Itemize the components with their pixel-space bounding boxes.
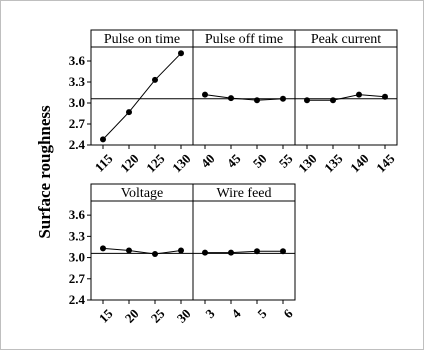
data-point — [254, 97, 260, 104]
series-line — [102, 52, 182, 140]
series-line — [307, 94, 386, 101]
data-point — [152, 76, 158, 83]
x-tick-label: 130 — [169, 151, 193, 175]
panel-title: Pulse on time — [104, 32, 180, 47]
y-tick-label: 3.0 — [69, 95, 85, 110]
x-tick-label: 130 — [295, 151, 319, 175]
series-line — [204, 94, 284, 101]
y-tick-label: 3.3 — [69, 74, 86, 89]
x-tick-label: 115 — [92, 151, 116, 175]
x-tick-label: 15 — [96, 306, 116, 326]
data-point — [280, 248, 286, 255]
y-tick-label: 3.3 — [69, 228, 86, 243]
y-axis-label: Surface roughness — [35, 105, 54, 239]
panel-title: Pulse off time — [205, 32, 283, 47]
x-tick-label: 145 — [373, 151, 398, 176]
y-tick-label: 3.0 — [69, 250, 85, 265]
x-tick-label: 135 — [321, 151, 346, 176]
x-tick-label: 45 — [224, 151, 244, 171]
data-point — [202, 249, 208, 256]
y-tick-label: 2.4 — [69, 137, 86, 152]
data-point — [202, 91, 208, 98]
data-point — [356, 91, 362, 98]
data-point — [382, 93, 388, 100]
y-tick-label: 3.6 — [69, 53, 86, 68]
panel-title: Wire feed — [216, 186, 271, 201]
x-tick-label: 25 — [148, 306, 168, 326]
x-tick-label: 125 — [143, 151, 168, 176]
data-point — [228, 95, 234, 102]
x-tick-label: 120 — [117, 151, 141, 175]
series-line — [102, 247, 182, 255]
data-point — [304, 97, 310, 104]
x-tick-label: 4 — [228, 306, 244, 322]
data-point — [228, 249, 234, 256]
y-tick-label: 3.6 — [69, 207, 86, 222]
panel-frame — [294, 29, 398, 146]
data-point — [126, 247, 132, 254]
x-tick-label: 20 — [122, 306, 142, 326]
x-tick-label: 3 — [202, 306, 218, 322]
y-tick-label: 2.7 — [69, 116, 86, 131]
x-tick-label: 50 — [250, 151, 270, 171]
x-tick-label: 5 — [254, 306, 270, 322]
x-tick-label: 55 — [276, 151, 296, 171]
x-tick-label: 6 — [280, 306, 296, 322]
data-point — [126, 109, 132, 116]
data-point — [178, 247, 184, 254]
x-tick-label: 140 — [347, 151, 371, 175]
panel-title: Voltage — [121, 186, 164, 201]
x-tick-label: 40 — [198, 151, 218, 171]
y-tick-label: 2.7 — [69, 271, 86, 286]
data-point — [280, 95, 286, 102]
data-point — [100, 136, 106, 143]
data-point — [254, 248, 260, 255]
data-point — [178, 50, 184, 57]
y-tick-label: 2.4 — [69, 292, 86, 307]
panel-frame — [192, 183, 296, 301]
panel-title: Peak current — [311, 32, 381, 47]
data-point — [330, 97, 336, 104]
series-line — [205, 250, 283, 254]
x-tick-label: 30 — [174, 306, 194, 326]
data-point — [152, 251, 158, 258]
data-point — [100, 245, 106, 252]
